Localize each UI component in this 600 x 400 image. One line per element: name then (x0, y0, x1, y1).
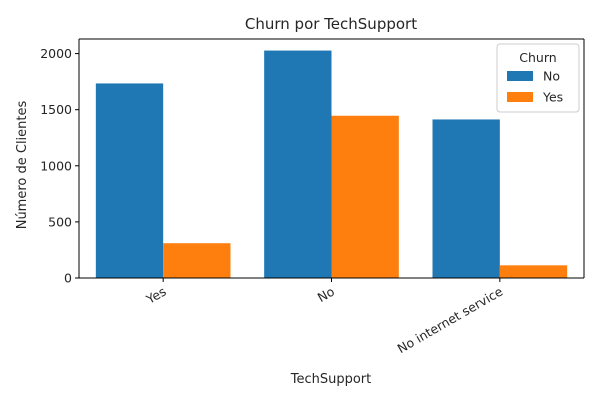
legend-label: Yes (542, 90, 563, 105)
bar-yes-1 (163, 243, 231, 278)
bar-no-2 (264, 50, 332, 278)
y-axis-label: Número de Clientes (15, 100, 30, 229)
legend-swatch (507, 92, 533, 102)
bars-group (95, 50, 568, 278)
y-tick-label: 1000 (40, 158, 72, 173)
x-tick-label: No (315, 284, 337, 305)
legend: Churn No Yes (496, 43, 580, 113)
bar-no-1 (95, 83, 164, 278)
y-tick-label: 500 (48, 214, 72, 229)
chart-title: Churn por TechSupport (245, 15, 417, 33)
legend-swatch (507, 71, 533, 81)
bar-no-3 (432, 119, 500, 278)
x-tick-label: No internet service (395, 283, 506, 356)
y-tick-label: 2000 (40, 46, 72, 61)
y-tick-label: 0 (64, 271, 72, 286)
bar-yes-2 (331, 115, 399, 278)
y-tick-label: 1500 (40, 102, 72, 117)
x-tick-label: Yes (143, 284, 169, 308)
legend-title: Churn (519, 50, 556, 65)
x-axis-label: TechSupport (290, 372, 372, 387)
bar-yes-3 (499, 265, 568, 278)
legend-label: No (543, 69, 560, 84)
